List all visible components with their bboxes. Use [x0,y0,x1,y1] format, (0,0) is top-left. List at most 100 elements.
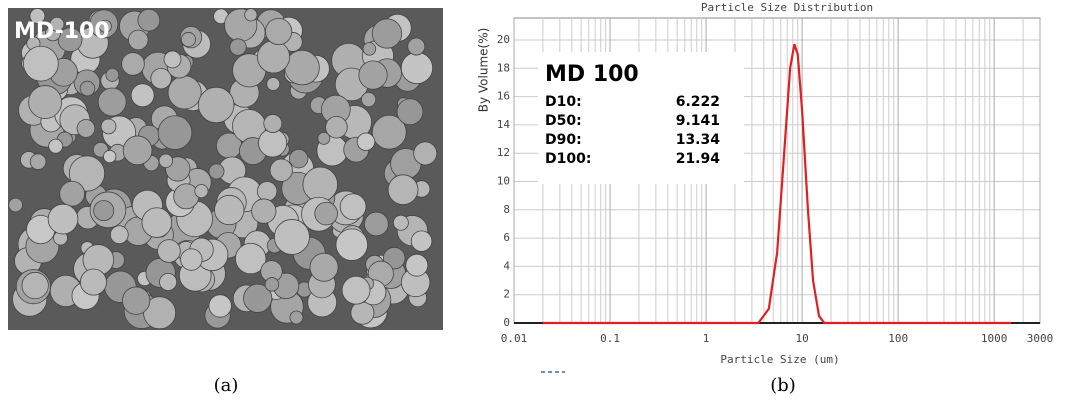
particle [209,295,232,318]
particle [122,287,149,314]
particle [406,254,428,276]
y-tick-label: 20 [497,33,510,46]
annotation-value: 6.222 [676,94,720,110]
particle [123,136,152,165]
annotation-value: 13.34 [676,132,721,148]
particle [160,273,177,290]
particle [265,278,279,292]
y-tick-label: 4 [503,259,510,272]
particle [357,133,375,151]
x-tick-label: 0.1 [600,332,620,345]
particle [265,18,291,44]
particle [101,119,116,134]
particle [388,175,418,205]
y-tick-label: 18 [497,61,510,74]
particle [310,253,338,281]
annotation-label: D90: [545,132,582,148]
particle [164,51,181,68]
particle [289,149,308,168]
particle [23,46,58,81]
particle [29,86,62,119]
particle [49,139,63,153]
particle [274,219,309,254]
particle [138,9,160,31]
y-axis-label: By Volume(%) [477,28,491,113]
particle [340,194,366,220]
particle [303,167,338,202]
particle [393,215,408,230]
particle [98,88,126,116]
particle [168,76,201,109]
particle [257,41,289,73]
image-label: MD-100 [14,19,110,44]
y-tick-label: 16 [497,90,510,103]
particle [30,154,46,170]
particle [80,81,95,96]
particle [195,185,208,198]
particle [267,77,280,90]
annotation-value: 9.141 [676,113,720,129]
particle [361,92,375,106]
particle [290,311,303,324]
particle [230,39,246,55]
annotation-label: D100: [545,151,591,167]
particle [181,32,195,46]
particle [174,184,199,209]
y-tick-label: 2 [503,288,510,301]
x-tick-label: 100 [888,332,908,345]
particle [9,198,23,212]
particle [110,226,128,244]
particle [315,202,338,225]
particle [198,87,234,123]
caption: (a) [214,375,239,396]
particle [103,150,115,162]
y-tick-label: 12 [497,146,510,159]
x-tick-label: 10 [795,332,808,345]
particle [336,229,368,261]
particle [285,50,320,85]
y-tick-label: 8 [503,203,510,216]
particle [48,204,78,234]
x-tick-label: 0.01 [501,332,528,345]
particle [94,200,114,220]
particle [408,38,425,55]
particle [342,276,370,304]
particle [411,231,432,252]
particle [264,114,282,132]
particle [128,30,148,50]
x-tick-label: 3000 [1027,332,1054,345]
annotation-value: 21.94 [676,151,721,167]
x-tick-label: 1000 [981,332,1008,345]
y-tick-label: 6 [503,231,510,244]
particle [181,249,203,271]
particle [209,164,224,179]
particle [318,132,330,144]
particle [372,19,401,48]
particle [131,84,154,107]
caption: (b) [770,375,796,396]
particle [364,212,388,236]
particle [252,199,276,223]
y-tick-label: 0 [503,316,510,329]
particle [159,154,173,168]
particle [142,208,172,238]
annotation-title: MD 100 [545,62,639,87]
particle [401,52,432,83]
particle [257,181,277,201]
particle [158,116,192,150]
particle [363,43,376,56]
particle [22,272,48,298]
x-tick-label: 1 [703,332,710,345]
particle [215,195,244,224]
particle [106,68,119,81]
y-tick-label: 14 [497,118,511,131]
particle [359,61,387,89]
particle [80,269,106,295]
particle [77,119,95,137]
figure: MD-100 (a) (b) Particle Size Distributio… [0,0,1071,409]
chart-title: Particle Size Distribution [701,1,873,14]
particle [414,142,437,165]
particle [397,99,423,125]
particle [158,240,181,263]
x-axis-label: Particle Size (um) [720,353,839,366]
